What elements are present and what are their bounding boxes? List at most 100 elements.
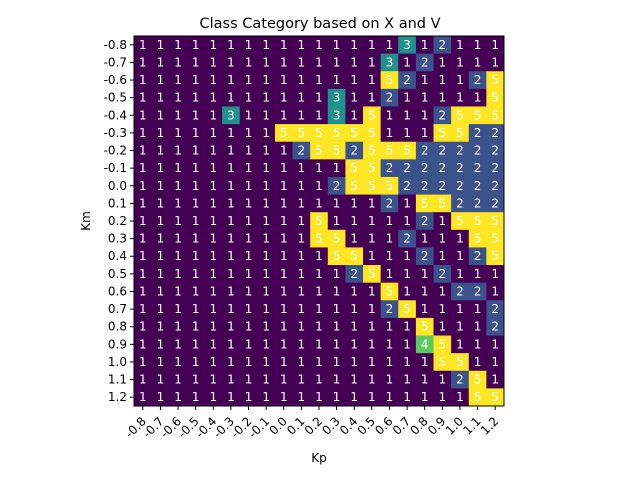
cell-value-label: 2 <box>474 179 482 193</box>
cell-value-label: 1 <box>368 196 376 210</box>
cell-value-label: 5 <box>386 144 394 158</box>
cell-value-label: 1 <box>403 373 411 387</box>
cell-value-label: 5 <box>368 126 376 140</box>
cell-value-label: 1 <box>350 232 358 246</box>
cell-value-label: 1 <box>245 249 253 263</box>
cell-value-label: 1 <box>421 108 429 122</box>
heatmap-cell <box>415 335 434 354</box>
heatmap-cell <box>239 229 258 248</box>
cell-value-label: 1 <box>350 284 358 298</box>
heatmap-cell <box>380 335 399 354</box>
heatmap-cell <box>398 141 417 160</box>
cell-value-label: 1 <box>456 337 464 351</box>
heatmap-cell <box>151 36 170 55</box>
heatmap-cell <box>169 159 188 178</box>
cell-value-label: 5 <box>491 214 499 228</box>
cell-value-label: 1 <box>227 267 235 281</box>
cell-value-label: 1 <box>209 161 217 175</box>
cell-value-label: 1 <box>315 284 323 298</box>
cell-value-label: 1 <box>333 320 341 334</box>
cell-value-label: 2 <box>403 232 411 246</box>
cell-value-label: 1 <box>139 179 147 193</box>
heatmap-cell <box>257 124 276 143</box>
cell-value-label: 1 <box>227 179 235 193</box>
cell-value-label: 1 <box>403 91 411 105</box>
heatmap-cell <box>363 247 382 266</box>
cell-value-label: 1 <box>350 373 358 387</box>
cell-value-label: 1 <box>491 55 499 69</box>
heatmap-cell <box>151 159 170 178</box>
cell-value-label: 1 <box>209 390 217 404</box>
cell-value-label: 1 <box>192 320 200 334</box>
cell-value-label: 1 <box>227 390 235 404</box>
cell-value-label: 1 <box>280 214 288 228</box>
chart-title: Class Category based on X and V <box>200 16 441 32</box>
cell-value-label: 2 <box>439 144 447 158</box>
heatmap-cell <box>345 388 364 407</box>
heatmap-cell <box>292 335 311 354</box>
cell-value-label: 1 <box>174 38 182 52</box>
cell-value-label: 2 <box>491 302 499 316</box>
heatmap-cell <box>486 159 505 178</box>
cell-value-label: 1 <box>333 373 341 387</box>
heatmap-cell <box>239 388 258 407</box>
cell-value-label: 1 <box>403 214 411 228</box>
y-tick-label: 0.8 <box>108 320 127 334</box>
cell-value-label: 2 <box>403 73 411 87</box>
heatmap-cell <box>363 194 382 213</box>
heatmap-cell <box>380 370 399 389</box>
heatmap-cell <box>345 282 364 301</box>
heatmap-cell <box>327 300 346 319</box>
cell-value-label: 1 <box>403 337 411 351</box>
heatmap-cell <box>239 53 258 72</box>
heatmap-cell <box>433 300 452 319</box>
cell-value-label: 1 <box>262 126 270 140</box>
heatmap-cell <box>486 53 505 72</box>
cell-value-label: 1 <box>386 38 394 52</box>
cell-value-label: 1 <box>192 126 200 140</box>
heatmap-cell <box>134 317 153 336</box>
cell-value-label: 1 <box>280 55 288 69</box>
heatmap-cell <box>327 71 346 90</box>
heatmap-cell <box>169 388 188 407</box>
cell-value-label: 1 <box>368 302 376 316</box>
cell-value-label: 1 <box>139 249 147 263</box>
heatmap-cell <box>186 53 205 72</box>
cell-value-label: 1 <box>262 267 270 281</box>
heatmap-cell <box>239 353 258 372</box>
heatmap-cell <box>257 106 276 125</box>
cell-value-label: 1 <box>333 337 341 351</box>
heatmap-cell <box>204 194 223 213</box>
heatmap-cell <box>310 388 329 407</box>
heatmap-cell <box>380 194 399 213</box>
heatmap-cell <box>327 317 346 336</box>
heatmap-cell <box>468 229 487 248</box>
heatmap-cell <box>292 141 311 160</box>
cell-value-label: 1 <box>245 355 253 369</box>
heatmap-cell <box>363 124 382 143</box>
cell-value-label: 2 <box>421 179 429 193</box>
heatmap-cell <box>292 353 311 372</box>
heatmap-cell <box>345 353 364 372</box>
heatmap-cell <box>345 71 364 90</box>
cell-value-label: 3 <box>386 55 394 69</box>
cell-value-label: 1 <box>174 108 182 122</box>
cell-value-label: 1 <box>192 373 200 387</box>
cell-value-label: 2 <box>474 73 482 87</box>
heatmap-cell <box>222 229 241 248</box>
y-tick-label: 0.6 <box>108 284 127 298</box>
heatmap-cell <box>486 247 505 266</box>
cell-value-label: 1 <box>456 38 464 52</box>
cell-value-label: 1 <box>209 355 217 369</box>
cell-value-label: 5 <box>474 390 482 404</box>
cell-value-label: 1 <box>245 214 253 228</box>
heatmap-cell <box>134 53 153 72</box>
cell-value-label: 5 <box>439 355 447 369</box>
heatmap-cell <box>380 159 399 178</box>
cell-value-label: 1 <box>192 302 200 316</box>
cell-value-label: 5 <box>456 126 464 140</box>
heatmap-cell <box>451 124 470 143</box>
heatmap-cell <box>134 159 153 178</box>
cell-value-label: 1 <box>192 38 200 52</box>
cell-value-label: 1 <box>157 55 165 69</box>
